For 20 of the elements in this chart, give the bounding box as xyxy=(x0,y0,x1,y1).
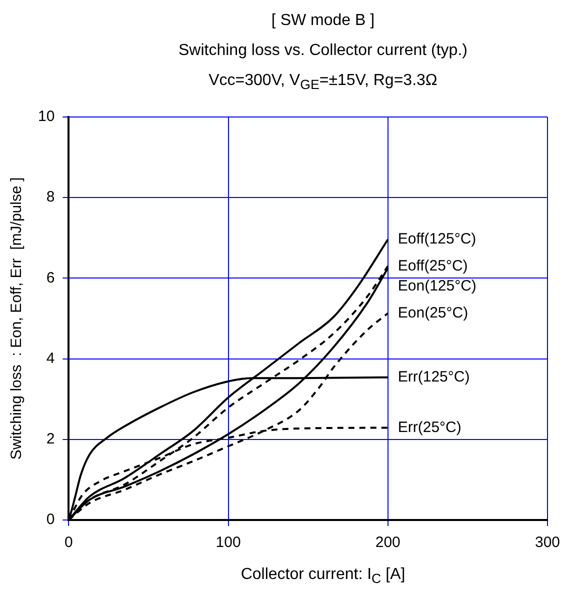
series-label: Eoff(25°C) xyxy=(398,257,468,274)
y-tick-label: 10 xyxy=(38,108,55,126)
y-tick-label: 2 xyxy=(46,430,55,448)
x-axis-title: Collector current: I$_{C}$ [A] xyxy=(240,566,406,586)
series-label: Err(125°C) xyxy=(398,368,470,386)
x-tick-label: 300 xyxy=(534,534,560,552)
series-label: Eon(25°C) xyxy=(398,304,468,322)
series-label: Eoff(125°C) xyxy=(398,230,476,248)
x-tick-label: 200 xyxy=(375,534,400,552)
y-tick-label: 0 xyxy=(46,511,55,528)
x-tick-label: 0 xyxy=(64,534,73,552)
y-tick-label: 8 xyxy=(46,188,55,206)
y-tick-label: 6 xyxy=(46,269,55,286)
chart-title: [ SW mode B ] xyxy=(270,11,376,31)
y-tick-label: 4 xyxy=(46,350,55,367)
y-axis-title: Switching loss : Eon, Eoff, Err [mJ/pulse ] xyxy=(8,177,26,460)
series-label: Err(25°C) xyxy=(398,418,462,436)
x-tick-label: 100 xyxy=(216,534,241,552)
chart-subtitle: Switching loss vs. Collector current (typ.) Vcc=300V, V$_{GE}$=±15V, Rg=3.3Ω xyxy=(178,41,468,94)
series-label: Eon(125°C) xyxy=(398,277,476,294)
